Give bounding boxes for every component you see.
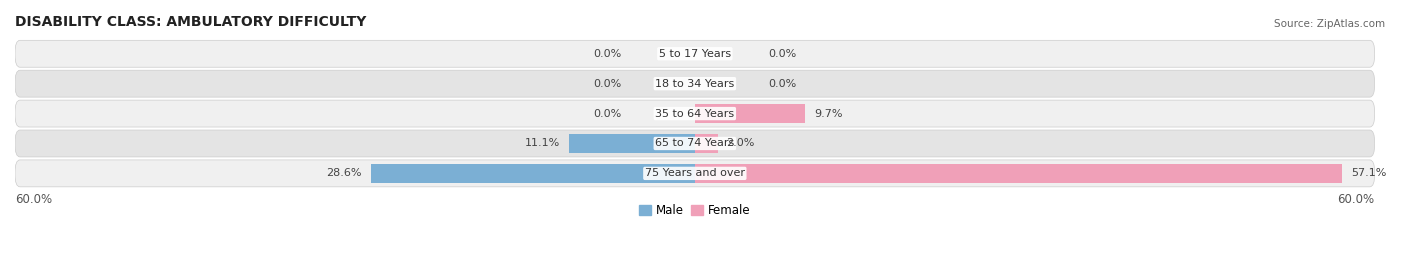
Text: 0.0%: 0.0% <box>593 49 621 59</box>
Text: 65 to 74 Years: 65 to 74 Years <box>655 139 734 148</box>
Text: 0.0%: 0.0% <box>593 79 621 89</box>
Text: 0.0%: 0.0% <box>769 49 797 59</box>
Text: 0.0%: 0.0% <box>769 79 797 89</box>
Text: 0.0%: 0.0% <box>593 109 621 119</box>
Legend: Male, Female: Male, Female <box>634 199 755 222</box>
Text: 60.0%: 60.0% <box>15 193 52 206</box>
Text: 75 Years and over: 75 Years and over <box>645 168 745 178</box>
FancyBboxPatch shape <box>15 130 1375 157</box>
Bar <box>695 104 804 123</box>
Bar <box>371 164 695 183</box>
Text: 35 to 64 Years: 35 to 64 Years <box>655 109 734 119</box>
FancyBboxPatch shape <box>15 40 1375 67</box>
Text: 60.0%: 60.0% <box>1337 193 1375 206</box>
Bar <box>695 164 1341 183</box>
Text: 57.1%: 57.1% <box>1351 168 1386 178</box>
Text: Source: ZipAtlas.com: Source: ZipAtlas.com <box>1274 19 1385 29</box>
Text: 11.1%: 11.1% <box>524 139 560 148</box>
Text: 18 to 34 Years: 18 to 34 Years <box>655 79 734 89</box>
Bar <box>569 134 695 153</box>
FancyBboxPatch shape <box>15 70 1375 97</box>
FancyBboxPatch shape <box>15 100 1375 127</box>
Text: DISABILITY CLASS: AMBULATORY DIFFICULTY: DISABILITY CLASS: AMBULATORY DIFFICULTY <box>15 15 367 29</box>
Text: 2.0%: 2.0% <box>727 139 755 148</box>
Text: 9.7%: 9.7% <box>814 109 842 119</box>
Text: 28.6%: 28.6% <box>326 168 361 178</box>
Bar <box>695 134 717 153</box>
FancyBboxPatch shape <box>15 160 1375 187</box>
Text: 5 to 17 Years: 5 to 17 Years <box>659 49 731 59</box>
